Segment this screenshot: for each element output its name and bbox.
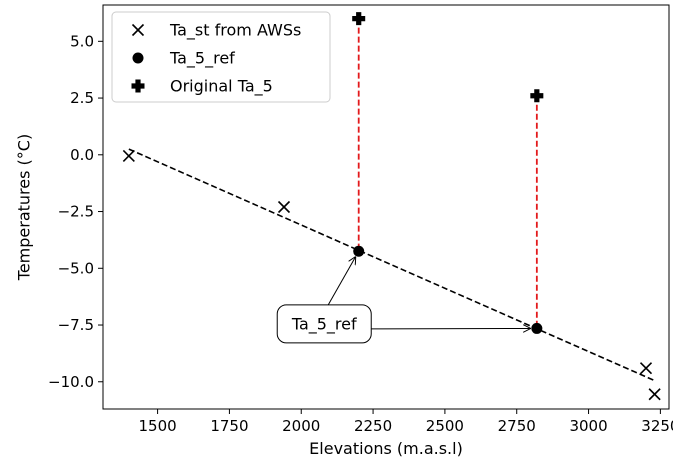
y-axis-ticks: 5.0 2.5 0.0 −2.5 −5.0 −7.5 −10.0 (48, 32, 103, 390)
data-point (279, 202, 290, 213)
regression-line (129, 149, 655, 381)
x-axis-ticks: 1500 1750 2000 2250 2500 2750 3000 3250 (138, 409, 673, 435)
data-point (353, 246, 364, 257)
y-axis-label: Temperatures (°C) (15, 134, 34, 281)
y-tick-label: −10.0 (48, 373, 94, 391)
x-tick-label: 3250 (641, 417, 673, 435)
x-tick-label: 2750 (498, 417, 536, 435)
y-tick-label: 0.0 (70, 146, 94, 164)
y-tick-label: −5.0 (58, 259, 94, 277)
legend-label: Ta_st from AWSs (169, 21, 301, 41)
legend-label: Original Ta_5 (170, 77, 273, 97)
data-point (649, 389, 660, 400)
legend-marker (133, 53, 144, 64)
connector-lines (359, 19, 537, 329)
annotation-text: Ta_5_ref (291, 314, 357, 334)
data-point (641, 363, 652, 374)
x-tick-label: 1750 (210, 417, 248, 435)
x-tick-label: 3000 (569, 417, 607, 435)
x-tick-label: 2250 (354, 417, 392, 435)
data-point (531, 323, 542, 334)
data-point (123, 150, 134, 161)
annotation-arrow (328, 257, 355, 305)
y-tick-label: 2.5 (70, 89, 94, 107)
x-tick-label: 2500 (426, 417, 464, 435)
y-tick-label: 5.0 (70, 32, 94, 50)
regression-line-group (129, 149, 655, 381)
y-tick-label: −7.5 (58, 316, 94, 334)
data-point (530, 89, 543, 102)
x-axis-label: Elevations (m.a.s.l) (309, 439, 463, 458)
y-tick-label: −2.5 (58, 203, 94, 221)
data-point (352, 12, 365, 25)
x-tick-label: 1500 (138, 417, 176, 435)
legend: Ta_st from AWSs Ta_5_ref Original Ta_5 (112, 12, 330, 102)
x-tick-label: 2000 (282, 417, 320, 435)
legend-label: Ta_5_ref (169, 49, 235, 69)
